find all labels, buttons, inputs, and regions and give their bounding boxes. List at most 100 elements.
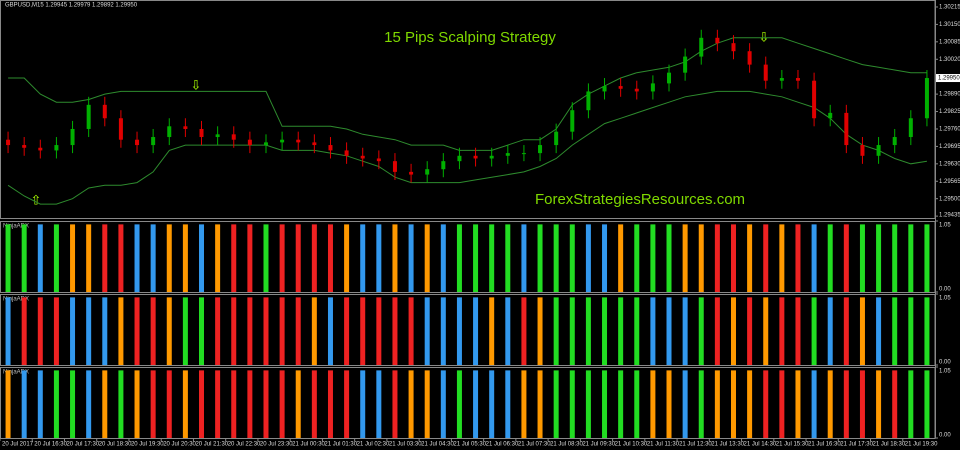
indicator-bar xyxy=(553,297,559,365)
candle-body xyxy=(118,118,123,140)
y-tick-label: 0.00 xyxy=(939,433,951,439)
indicator-bar xyxy=(263,297,269,365)
indicator-bar xyxy=(473,370,479,438)
candle-body xyxy=(763,64,768,81)
indicator-bar xyxy=(698,370,704,438)
indicator-bar xyxy=(666,370,672,438)
y-tick-label: 1.30215 xyxy=(939,5,960,11)
indicator-bar xyxy=(795,370,801,438)
indicator-bar xyxy=(21,224,27,292)
indicator-bar xyxy=(327,370,333,438)
indicator-bar xyxy=(440,370,446,438)
indicator-bar xyxy=(489,370,495,438)
y-tick-label: 1.05 xyxy=(939,223,951,229)
indicator-bar xyxy=(247,297,253,365)
indicator-bar xyxy=(730,370,736,438)
indicator-bar xyxy=(360,370,366,438)
candle-body xyxy=(634,88,639,92)
indicator-bar xyxy=(376,224,382,292)
indicator-bar xyxy=(327,224,333,292)
indicator-bar xyxy=(537,224,543,292)
indicator-bar xyxy=(634,370,640,438)
indicator-bar xyxy=(650,297,656,365)
candle-body xyxy=(570,110,575,132)
indicator-bar xyxy=(569,224,575,292)
indicator-bar xyxy=(279,224,285,292)
indicator-bar xyxy=(682,224,688,292)
indicator-bar xyxy=(311,224,317,292)
indicator-bar xyxy=(247,370,253,438)
indicator-bar xyxy=(569,297,575,365)
indicator-bar xyxy=(618,224,624,292)
indicator-bar xyxy=(795,224,801,292)
indicator-bar xyxy=(150,297,156,365)
y-tick-label: 0.00 xyxy=(939,287,951,293)
x-tick-label: 21 Jul 01:30 xyxy=(324,442,357,448)
indicator-bar xyxy=(763,224,769,292)
x-tick-label: 21 Jul 11:30 xyxy=(647,442,680,448)
indicator-bar xyxy=(505,370,511,438)
indicator-bar xyxy=(21,297,27,365)
indicator-bar xyxy=(134,297,140,365)
candle-body xyxy=(618,86,623,89)
indicator-bar xyxy=(53,370,59,438)
indicator-bar xyxy=(440,297,446,365)
indicator-bar xyxy=(182,297,188,365)
indicator-bar xyxy=(843,297,849,365)
candle-body xyxy=(425,169,430,175)
candle-body xyxy=(199,128,204,138)
indicator-bar xyxy=(779,370,785,438)
last-price-label: 1.29950 xyxy=(938,76,960,82)
indicator-bar xyxy=(344,370,350,438)
indicator-bar xyxy=(585,297,591,365)
x-tick-label: 21 Jul 04:30 xyxy=(421,442,454,448)
candle-body xyxy=(167,126,172,138)
indicator-bar xyxy=(199,370,205,438)
indicator-bar xyxy=(86,224,92,292)
signal-arrow: ⇩ xyxy=(759,29,770,44)
indicator-bar xyxy=(908,224,914,292)
indicator-bar xyxy=(344,297,350,365)
indicator-bar xyxy=(489,224,495,292)
indicator-bar xyxy=(231,370,237,438)
candle-body xyxy=(521,153,526,155)
indicator-bar xyxy=(166,224,172,292)
panel-title: NinjaADX xyxy=(3,297,29,303)
candle-body xyxy=(135,139,140,146)
candle-body xyxy=(731,43,736,52)
indicator-bar xyxy=(473,224,479,292)
candle-body xyxy=(699,37,704,57)
candle-body xyxy=(409,171,414,175)
indicator-bar xyxy=(876,297,882,365)
indicator-bar xyxy=(811,224,817,292)
indicator-bar xyxy=(182,224,188,292)
indicator-bar xyxy=(456,370,462,438)
candle-body xyxy=(586,91,591,111)
x-tick-label: 21 Jul 10:30 xyxy=(615,442,648,448)
annotation: ForexStrategiesResources.com xyxy=(535,191,745,208)
candle-body xyxy=(22,145,27,148)
y-tick-label: 1.29565 xyxy=(939,179,960,185)
indicator-bar xyxy=(827,224,833,292)
candle-body xyxy=(505,153,510,156)
indicator-bar xyxy=(70,224,76,292)
candle-body xyxy=(312,142,317,146)
indicator-bar xyxy=(456,224,462,292)
indicator-bar xyxy=(134,224,140,292)
indicator-bar xyxy=(602,224,608,292)
indicator-bar xyxy=(859,370,865,438)
x-tick-label: 20 Jul 18:30 xyxy=(99,442,132,448)
indicator-bar xyxy=(779,297,785,365)
indicator-bar xyxy=(892,370,898,438)
candle-body xyxy=(215,134,220,138)
candle-body xyxy=(6,139,11,146)
x-tick-label: 21 Jul 13:30 xyxy=(711,442,744,448)
indicator-bar xyxy=(747,224,753,292)
indicator-bar xyxy=(650,224,656,292)
indicator-bar xyxy=(892,297,898,365)
candle-body xyxy=(392,161,397,172)
indicator-bar xyxy=(569,370,575,438)
y-tick-label: 1.29695 xyxy=(939,144,960,150)
candle-body xyxy=(715,37,720,44)
symbol-info: GBPUSD,M15 1.29945 1.29979 1.29892 1.299… xyxy=(5,3,138,9)
